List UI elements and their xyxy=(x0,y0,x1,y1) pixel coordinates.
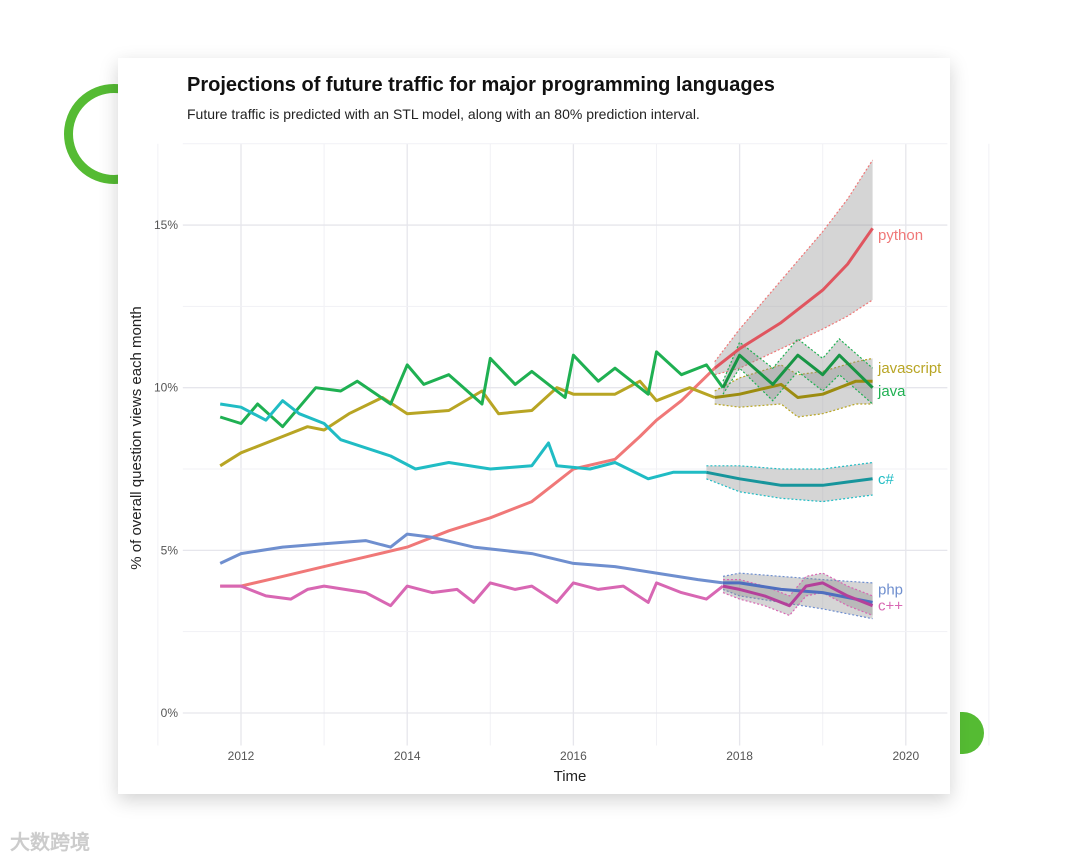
lower-bound-python xyxy=(714,299,873,376)
forecast-line-java xyxy=(721,353,874,389)
chart-title: Projections of future traffic for major … xyxy=(187,74,775,96)
forecast-line-php xyxy=(723,581,873,604)
line-cplusplus xyxy=(220,581,724,608)
upper-bound-csharp xyxy=(706,461,873,470)
x-tick-label: 2012 xyxy=(228,749,255,763)
axis-ticks: 2012 2014 2016 2018 2020 0% 5% 10% 15% xyxy=(154,218,920,763)
upper-bound-php xyxy=(722,572,873,584)
prediction-band-csharp xyxy=(706,462,873,502)
x-tick-label: 2020 xyxy=(892,749,919,763)
forecast-line-python xyxy=(713,227,874,370)
y-tick-label: 0% xyxy=(161,706,179,720)
lower-bound-csharp xyxy=(706,478,873,503)
line-python xyxy=(220,367,716,588)
series-label-java: java xyxy=(877,383,906,400)
series-label-php: php xyxy=(878,581,903,598)
line-csharp xyxy=(219,399,707,481)
watermark-logo: 大数跨境 xyxy=(10,832,90,854)
forecast-line-csharp xyxy=(706,470,873,487)
line-php xyxy=(219,532,724,585)
y-tick-label: 10% xyxy=(154,381,178,395)
series-label-csharp: c# xyxy=(878,471,895,488)
lower-bound-javascript xyxy=(714,403,873,418)
line-javascript xyxy=(219,379,716,468)
series-lines xyxy=(219,227,874,608)
upper-bound-python xyxy=(714,159,874,363)
upper-bound-cplusplus xyxy=(723,572,873,597)
lower-bound-cplusplus xyxy=(722,591,873,617)
y-tick-label: 15% xyxy=(154,218,178,232)
line-java xyxy=(219,350,725,429)
forecast-line-cplusplus xyxy=(722,581,874,608)
y-tick-label: 5% xyxy=(161,543,179,557)
upper-bound-java xyxy=(722,338,873,382)
series-label-javascript: javascript xyxy=(877,360,942,377)
y-axis-label: % of overall question views each month xyxy=(128,306,145,569)
x-tick-label: 2018 xyxy=(726,749,753,763)
prediction-band-java xyxy=(723,338,873,404)
forecast-line-javascript xyxy=(714,379,873,399)
grid xyxy=(157,143,990,746)
series-label-python: python xyxy=(878,227,923,244)
chart-card xyxy=(118,58,950,794)
x-axis-label: Time xyxy=(554,768,587,785)
x-tick-label: 2016 xyxy=(560,749,587,763)
chart-subtitle: Future traffic is predicted with an STL … xyxy=(187,106,700,122)
upper-bound-javascript xyxy=(714,357,873,392)
x-tick-label: 2014 xyxy=(394,749,421,763)
series-label-cplusplus: c++ xyxy=(878,598,903,615)
prediction-band-python xyxy=(714,160,873,375)
prediction-band-javascript xyxy=(714,358,873,417)
